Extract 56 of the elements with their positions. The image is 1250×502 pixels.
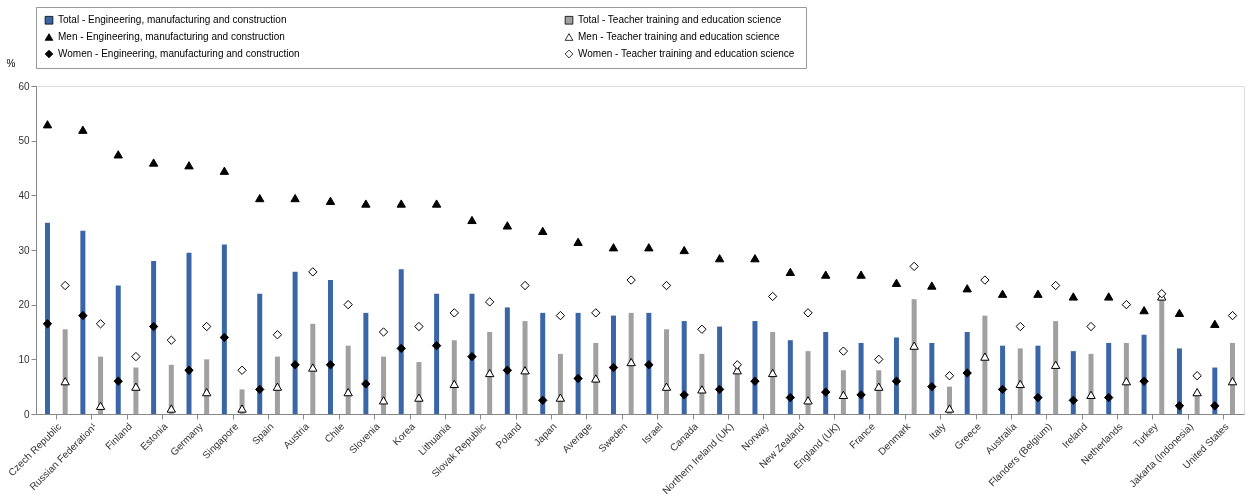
legend-label: Women - Engineering, manufacturing and construction [58, 48, 300, 59]
bar [540, 312, 546, 414]
bar [610, 315, 616, 414]
bar [1230, 342, 1235, 414]
bar [504, 307, 510, 414]
bar [292, 271, 298, 414]
legend-label: Men - Engineering, manufacturing and construction [58, 31, 285, 42]
y-tick-label: 20 [18, 299, 30, 311]
bar [1123, 342, 1129, 414]
legend-label: Men - Teacher training and education science [578, 31, 781, 42]
legend-label: Women - Teacher training and education science [578, 48, 795, 59]
bar [1159, 299, 1165, 414]
bar [893, 337, 899, 414]
bar [664, 329, 670, 414]
bar [257, 293, 263, 414]
bar [434, 293, 440, 414]
bar [823, 332, 829, 414]
y-tick-label: 60 [18, 80, 30, 92]
legend-label: Total - Engineering, manufacturing and construction [58, 14, 287, 26]
bar [964, 332, 970, 414]
y-tick-label: 30 [18, 244, 30, 256]
bar [62, 329, 68, 414]
bar [221, 244, 227, 414]
bar [327, 280, 333, 414]
bar [310, 323, 316, 414]
bar [575, 312, 581, 414]
y-tick-label: 50 [18, 135, 30, 147]
bar [717, 326, 723, 414]
bar [451, 340, 457, 414]
bar [363, 312, 369, 414]
y-axis-title: % [6, 57, 16, 69]
y-tick-label: 40 [18, 189, 30, 201]
bar [770, 332, 776, 414]
bar [80, 230, 86, 414]
legend-label: Total - Teacher training and education science [578, 14, 782, 26]
bar [681, 321, 687, 414]
bar [646, 312, 652, 414]
bar [115, 285, 121, 414]
bar [398, 269, 404, 414]
bar [911, 299, 917, 414]
bar [487, 332, 493, 414]
x-tick-label: Italy [927, 420, 948, 442]
bar [1053, 321, 1059, 414]
bar [929, 342, 935, 414]
y-tick-label: 0 [23, 408, 30, 420]
bar [1141, 334, 1147, 414]
bar [345, 345, 351, 414]
bar [151, 260, 157, 414]
bar [522, 321, 528, 414]
bar [186, 252, 192, 414]
bar [628, 312, 634, 414]
bar [469, 293, 475, 414]
bar [982, 315, 988, 414]
bar [45, 222, 50, 414]
y-tick-label: 10 [18, 353, 30, 365]
bar [752, 321, 758, 414]
